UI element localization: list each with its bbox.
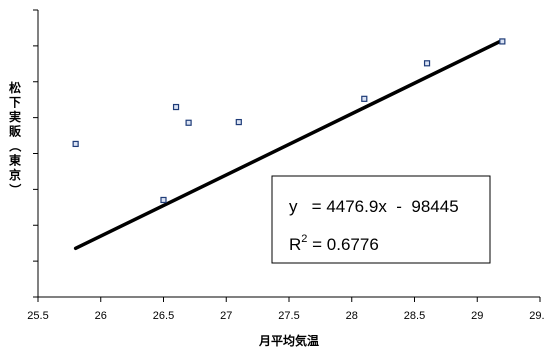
r-squared-value: = 0.6776 [307,235,378,254]
r-squared-superscript: 2 [301,233,307,245]
y-ticks [33,9,38,298]
x-tick-label: 27.5 [278,310,299,322]
data-point [361,95,368,102]
y-axis-title-char: （ [8,140,23,152]
y-axis-title-char: 京 [9,167,21,182]
data-point [72,140,79,148]
x-tick-label: 25.5 [27,310,48,322]
y-axis-title-char: 松 [9,80,21,95]
x-tick-label: 28 [346,310,358,322]
data-point [235,118,242,126]
y-axis-title-char: 東 [9,153,21,168]
x-ticks: 25.5 26 26.5 27 27.5 28 28.5 29 29.5 [27,297,545,322]
r-squared-prefix: R [289,235,301,254]
data-point [160,196,167,204]
equation-box: y = 4476.9x - 98445 R2 = 0.6776 [271,175,491,264]
data-points [72,38,506,204]
equation-box-frame [271,175,491,264]
x-tick-label: 26.5 [153,310,174,322]
x-tick-label: 27 [220,310,232,322]
trendline-equation: y = 4476.9x - 98445 [289,197,459,216]
y-axis-title-char: ） [8,183,23,195]
y-axis-title-char: 販 [9,124,22,139]
data-point [423,60,431,67]
trendline [73,38,505,251]
data-point [172,103,180,111]
trendline-group [73,38,505,251]
y-axis-title-char: 下 [9,96,21,110]
x-tick-label: 29 [471,310,483,322]
data-point [499,38,506,45]
x-tick-label: 28.5 [404,310,425,322]
x-axis-title: 月平均気温 [258,333,319,348]
y-axis-title-char: 実 [9,109,21,124]
r-squared-label: R2 = 0.6776 [289,233,379,254]
x-tick-label: 26 [95,310,107,322]
data-point [185,119,192,126]
x-tick-label: 29.5 [529,310,545,322]
